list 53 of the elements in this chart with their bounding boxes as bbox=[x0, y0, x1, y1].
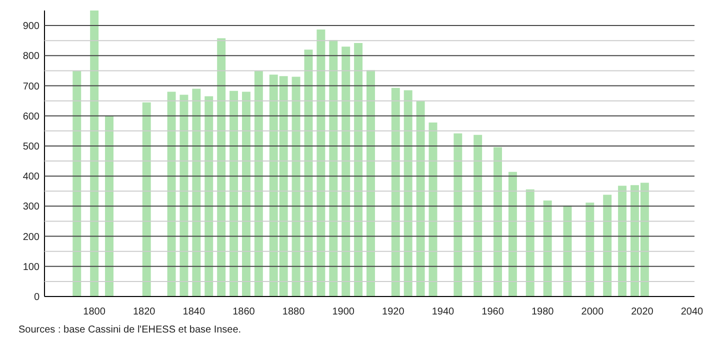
y-tick-label: 900 bbox=[22, 21, 40, 32]
y-tick-label: 100 bbox=[22, 262, 40, 273]
x-tick-label: 1800 bbox=[83, 306, 106, 318]
bar bbox=[391, 88, 400, 296]
bar bbox=[292, 76, 300, 296]
x-tick-label: 2020 bbox=[631, 306, 654, 318]
bar bbox=[142, 102, 151, 296]
bar bbox=[105, 116, 114, 296]
x-tick-label: 1980 bbox=[531, 306, 554, 318]
bar bbox=[242, 92, 250, 296]
bar bbox=[366, 70, 375, 296]
y-tick-label: 200 bbox=[22, 232, 40, 243]
bar bbox=[192, 88, 201, 296]
y-tick-label: 600 bbox=[22, 111, 40, 122]
x-tick-label: 2000 bbox=[581, 306, 604, 318]
x-tick-label: 1840 bbox=[182, 306, 206, 318]
bar bbox=[204, 96, 214, 296]
bar bbox=[342, 46, 350, 296]
bar bbox=[217, 38, 226, 296]
y-tick-label: 800 bbox=[22, 51, 40, 62]
x-tick-label: 1900 bbox=[332, 306, 355, 318]
bar bbox=[90, 10, 99, 296]
bar bbox=[526, 189, 534, 296]
bar bbox=[586, 202, 594, 296]
bar bbox=[543, 200, 552, 296]
bar bbox=[230, 90, 238, 296]
x-tick-label: 1820 bbox=[132, 306, 156, 318]
x-tick-label: 1940 bbox=[432, 306, 455, 318]
bar bbox=[454, 133, 462, 296]
bar bbox=[180, 94, 188, 296]
source-note: Sources : base Cassini de l'EHESS et base Insee. bbox=[18, 324, 242, 336]
bar bbox=[603, 194, 612, 296]
bar bbox=[474, 134, 482, 296]
bar bbox=[354, 43, 363, 296]
y-tick-label: 0 bbox=[34, 292, 40, 303]
y-tick-label: 500 bbox=[22, 141, 40, 152]
bar bbox=[316, 29, 326, 296]
bar bbox=[618, 186, 627, 296]
bar bbox=[508, 172, 517, 296]
y-tick-label: 700 bbox=[22, 81, 40, 92]
bar bbox=[404, 90, 412, 296]
bar bbox=[416, 100, 425, 296]
y-tick-label: 400 bbox=[22, 172, 40, 183]
x-tick-label: 1920 bbox=[382, 306, 405, 318]
bar bbox=[254, 70, 263, 296]
bar bbox=[329, 40, 338, 296]
x-tick-label: 2040 bbox=[680, 306, 704, 318]
x-tick-label: 1860 bbox=[232, 306, 256, 318]
bar bbox=[494, 147, 502, 296]
x-tick-label: 1960 bbox=[482, 306, 504, 318]
x-tick-label: 1880 bbox=[282, 306, 306, 318]
y-tick-label: 300 bbox=[22, 202, 40, 213]
bar bbox=[72, 70, 82, 296]
